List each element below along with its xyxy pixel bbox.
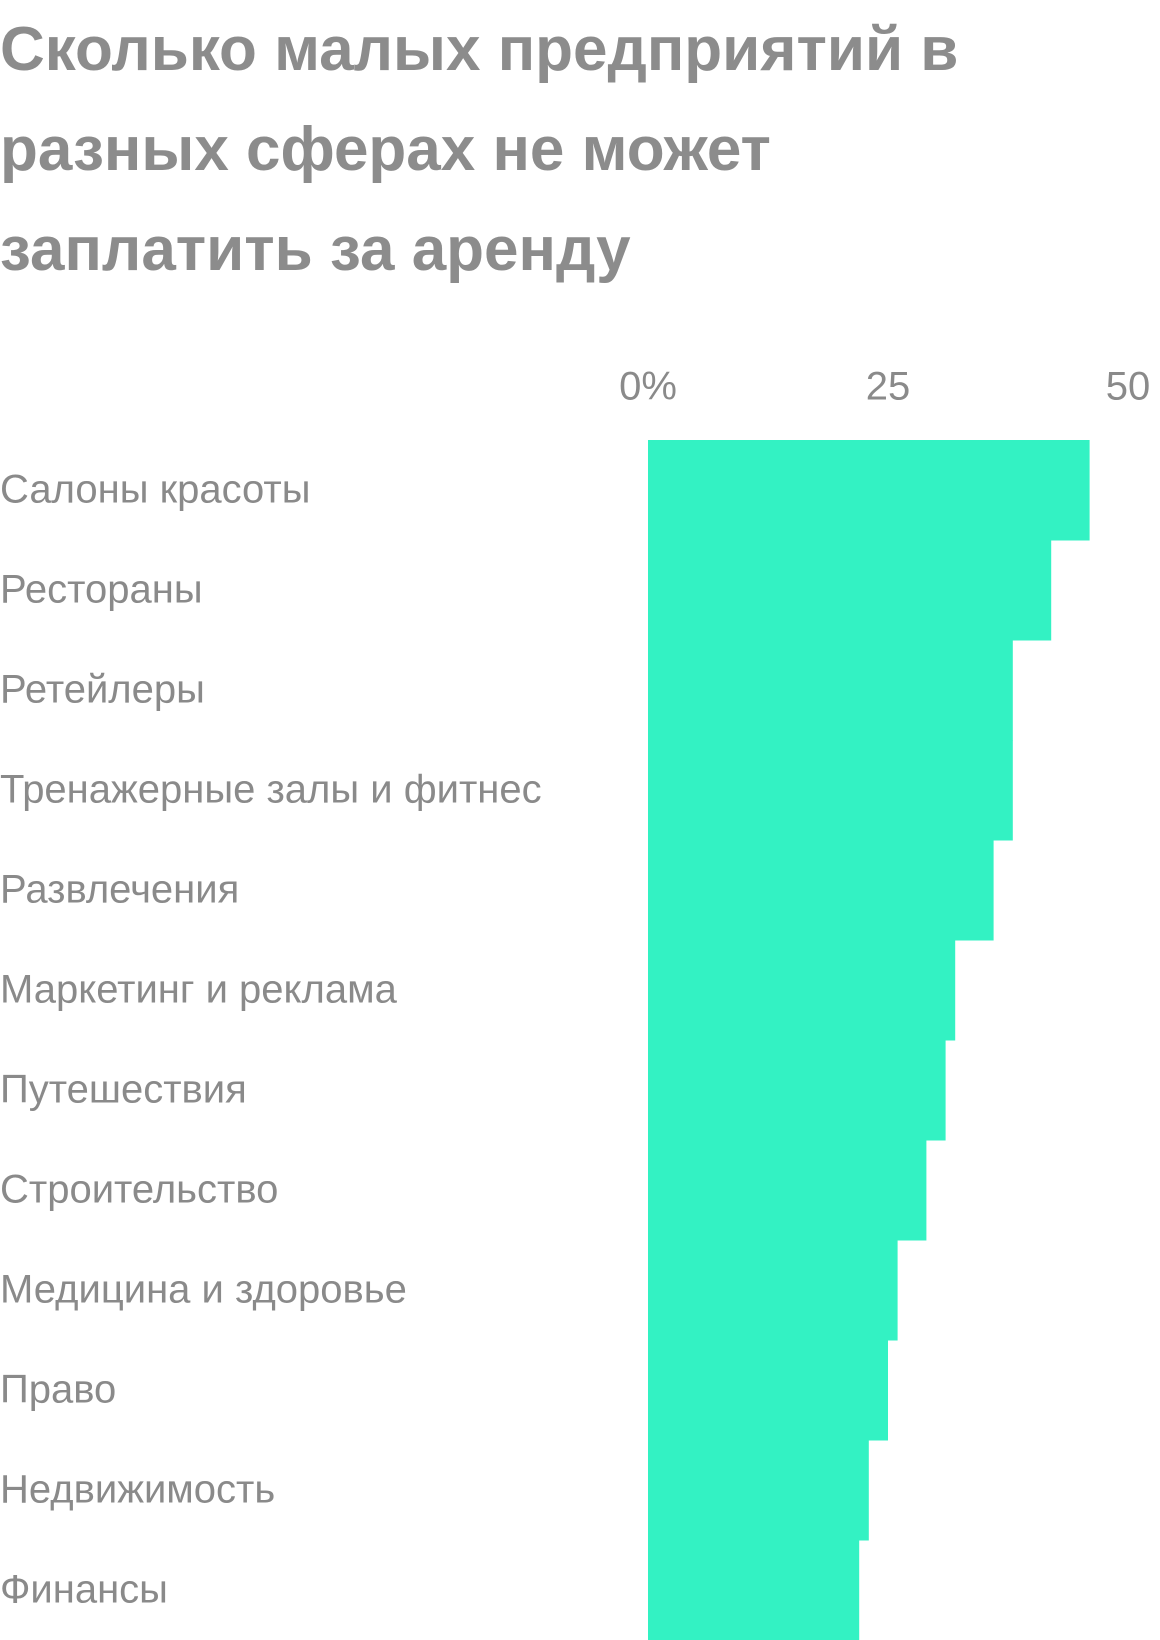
x-tick-label: 0% bbox=[619, 365, 677, 409]
x-tick-label: 50 bbox=[1106, 365, 1151, 409]
bar bbox=[648, 1240, 898, 1341]
bar bbox=[648, 840, 994, 941]
bar bbox=[648, 940, 956, 1041]
bar bbox=[648, 740, 1013, 841]
bar bbox=[648, 640, 1013, 741]
category-label: Рестораны bbox=[0, 568, 203, 612]
category-label: Медицина и здоровье bbox=[0, 1268, 407, 1312]
bar bbox=[648, 1340, 888, 1441]
bar bbox=[648, 1440, 869, 1541]
category-label: Маркетинг и реклама bbox=[0, 968, 398, 1012]
bar bbox=[648, 540, 1052, 641]
bar bbox=[648, 1140, 927, 1241]
category-label: Путешествия bbox=[0, 1068, 247, 1112]
bar bbox=[648, 1040, 946, 1141]
category-label: Финансы bbox=[0, 1568, 168, 1612]
bar bbox=[648, 440, 1090, 541]
category-label: Ретейлеры bbox=[0, 668, 205, 712]
bar bbox=[648, 1540, 860, 1640]
category-label: Строительство bbox=[0, 1168, 278, 1212]
chart-title: Сколько малых предприятий в разных сфера… bbox=[0, 15, 959, 284]
category-label: Развлечения bbox=[0, 868, 239, 912]
category-label: Право bbox=[0, 1368, 116, 1412]
x-tick-label: 25 bbox=[866, 365, 911, 409]
category-label: Недвижимость bbox=[0, 1468, 275, 1512]
category-label: Салоны красоты bbox=[0, 468, 310, 512]
category-label: Тренажерные залы и фитнес bbox=[0, 768, 542, 812]
